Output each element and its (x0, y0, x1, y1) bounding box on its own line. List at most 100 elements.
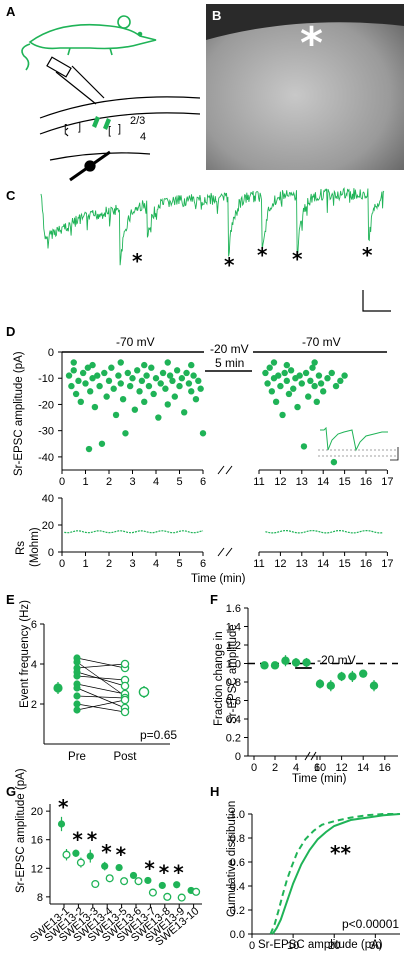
d-point-pre (181, 409, 188, 416)
h-x-tick-label: 10 (287, 940, 299, 952)
d-point-pre (84, 364, 92, 371)
f-x-tick-label: 12 (335, 762, 347, 774)
rs-x-tick-label: 5 (176, 558, 182, 570)
d-plot: 0-10-20-30-400 1 2 3 4 5 6 11 12 13 14 15 16 17402000… (38, 347, 393, 570)
e-point-pre (73, 706, 81, 714)
rs-x-tick-label: 0 (59, 558, 65, 570)
f-y-tick-label: 0.4 (226, 714, 241, 726)
d-x-tick-label: 6 (200, 476, 206, 488)
d-y-tick-label: -30 (38, 426, 54, 438)
f-x-tick-label: 14 (357, 762, 369, 774)
g-point-filled (86, 852, 94, 860)
hold-right-label: -70 mV (302, 335, 341, 349)
f-x-tick-label: 2 (272, 762, 278, 774)
d-point-pre (112, 411, 120, 419)
d-point-post (264, 380, 271, 387)
d-point-post (296, 372, 303, 379)
f-y-tick-label: 1.6 (226, 603, 241, 615)
f-axis-break (304, 751, 317, 761)
d-point-post (277, 382, 284, 390)
d-point-post (262, 369, 269, 377)
d-y-tick-label: -20 (38, 399, 54, 411)
e-pair-line (76, 675, 126, 681)
d-point-post (317, 380, 325, 387)
panel-g: G Sr-EPSC amplitude (pA) 8121620SWE13-1S… (6, 768, 202, 948)
g-point-open (163, 892, 172, 901)
e-y-tick-label: 4 (31, 659, 37, 671)
d-point-post (313, 398, 320, 406)
d-x-tick-label: 0 (59, 476, 65, 488)
rs-x-tick-label: 3 (129, 558, 135, 570)
d-point-pre (185, 380, 193, 387)
d-point-pre (96, 382, 103, 390)
event-asterisk-3: * (257, 243, 268, 267)
f-point (359, 669, 368, 678)
d-point-pre (131, 406, 139, 413)
g-point-open (62, 850, 71, 859)
g-point-filled (115, 863, 123, 872)
d-point-pre (79, 369, 87, 377)
h-y-tick-label: 0.2 (230, 905, 245, 917)
d-point-post (309, 364, 316, 371)
d-point-pre (188, 388, 195, 395)
f-y-tick-label: 1.0 (226, 659, 241, 671)
panel-h-label: H (210, 784, 219, 799)
rs-y-tick-label: 40 (42, 493, 54, 505)
d-point-pre (82, 380, 89, 387)
d-point-pre (75, 377, 82, 385)
d-point-pre (192, 396, 200, 403)
d-point-pre (166, 372, 174, 379)
d-point-pre (178, 375, 186, 382)
rs-y-tick-label: 20 (42, 520, 54, 532)
f-y-axis-label-1: Fraction change in (213, 631, 225, 726)
f-plot: 0 0.2 0.4 0.6 0.8 1.0 1.2 1.4 1.6 0 2 4 610 12 14 16 (226, 603, 398, 774)
d-point-pre (152, 375, 160, 382)
d-x-tick-label: 11 (253, 476, 264, 488)
g-y-tick-label: 8 (37, 892, 43, 904)
d-point-pre (110, 385, 117, 392)
f-y-tick-label: 0.2 (226, 733, 241, 745)
e-point-pre (73, 684, 81, 692)
d-point-post (324, 375, 331, 382)
h-significance: ** (330, 841, 351, 865)
d-point-pre (89, 361, 96, 369)
g-point-open (120, 877, 129, 886)
d-point-pre (89, 375, 96, 382)
f-point (315, 679, 325, 689)
panel-g-label: G (6, 784, 16, 799)
d-point-post (332, 382, 340, 390)
mouse-illustration (21, 15, 157, 71)
f-y-tick-label: 0.8 (226, 677, 241, 689)
scale-bar (362, 290, 391, 312)
d-point-pre (150, 390, 157, 398)
g-point-filled (101, 862, 109, 870)
h-curve-solid (271, 813, 401, 935)
g-y-axis-label: Sr-EPSC amplitude (pA) (15, 768, 27, 893)
d-point-pre (164, 401, 171, 408)
d-point-post (268, 388, 276, 395)
e-category-label: Pre (68, 751, 86, 763)
d-point-pre (129, 375, 136, 382)
e-pair-line (76, 663, 126, 669)
e-pair-line (76, 683, 126, 695)
d-point-pre (155, 414, 162, 421)
f-y-tick-label: 0 (235, 751, 241, 763)
d-point-post (272, 398, 280, 406)
d-point-pre (157, 380, 164, 387)
rs-axis-break (217, 547, 233, 557)
d-x-tick-label: 1 (82, 476, 88, 488)
d-point-post (341, 372, 348, 379)
g-y-tick-label: 12 (31, 863, 43, 875)
d-point-pre (68, 382, 75, 390)
f-y-axis-label-2: Sr-EPSC amplitude (227, 624, 239, 724)
g-significance-star: * (173, 861, 184, 885)
event-asterisk-5: * (362, 243, 373, 267)
rs-label-1: Rs (15, 541, 27, 555)
d-point-pre (143, 372, 150, 379)
panel-f-label: F (210, 592, 218, 607)
d-point-post (307, 377, 314, 385)
d-point-post (305, 393, 312, 400)
event-asterisk-2: * (224, 253, 235, 277)
h-y-tick-label: 0.4 (230, 881, 245, 893)
panel-a-label: A (6, 4, 16, 19)
